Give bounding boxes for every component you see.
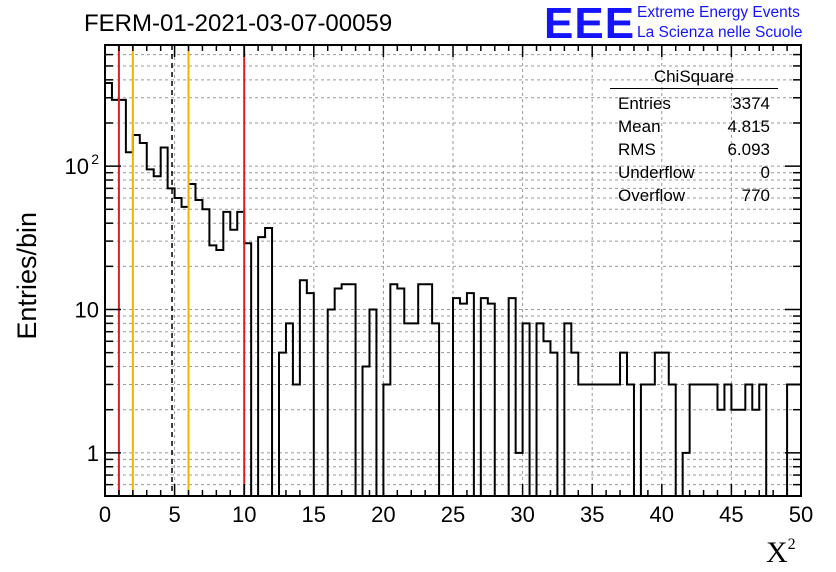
- logo-subtitle-1: Extreme Energy Events: [637, 4, 800, 21]
- x-tick-label: 15: [302, 502, 326, 527]
- stats-value: 4.815: [727, 117, 770, 136]
- x-tick-label: 30: [510, 502, 534, 527]
- y-tick-label: 1: [87, 441, 99, 466]
- x-axis-label-sup: 2: [787, 536, 796, 553]
- stats-row: Overflow 770: [610, 184, 778, 207]
- x-tick-label: 45: [719, 502, 743, 527]
- x-tick-label: 40: [650, 502, 674, 527]
- logo-subtitle-2: La Scienza nelle Scuole: [637, 24, 803, 41]
- stats-value: 3374: [732, 94, 770, 113]
- stats-label: Overflow: [618, 186, 686, 205]
- x-tick-label: 10: [232, 502, 256, 527]
- y-axis-label-wrap: Entries/bin: [6, 40, 42, 340]
- stats-value: 0: [760, 163, 770, 182]
- x-tick-label: 25: [441, 502, 465, 527]
- y-tick-label-sup: 2: [91, 151, 99, 167]
- stats-row: RMS 6.093: [610, 138, 778, 161]
- y-tick-label: 10: [75, 297, 99, 322]
- stats-value: 770: [741, 186, 770, 205]
- y-axis-label: Entries/bin: [12, 212, 42, 340]
- run-title: FERM-01-2021-03-07-00059: [84, 10, 393, 37]
- stats-label: Entries: [618, 94, 671, 113]
- x-tick-label: 35: [580, 502, 604, 527]
- stats-label: Mean: [618, 117, 661, 136]
- stats-label: RMS: [618, 140, 656, 159]
- x-tick-label: 5: [168, 502, 180, 527]
- y-tick-label: 10: [65, 154, 89, 179]
- stats-row: Entries 3374: [610, 92, 778, 115]
- x-axis-label: X2: [766, 536, 796, 570]
- x-tick-label: 20: [371, 502, 395, 527]
- histogram-series: [104, 82, 802, 497]
- stats-value: 6.093: [727, 140, 770, 159]
- x-axis-label-base: X: [766, 536, 788, 569]
- stats-title: ChiSquare: [610, 67, 778, 89]
- stats-row: Underflow 0: [610, 161, 778, 184]
- stats-row: Mean 4.815: [610, 115, 778, 138]
- x-tick-label: 50: [789, 502, 813, 527]
- x-tick-label: 0: [99, 502, 111, 527]
- eee-logo: EEE: [544, 0, 636, 48]
- stats-box: ChiSquare Entries 3374 Mean 4.815 RMS 6.093…: [610, 67, 778, 207]
- stats-label: Underflow: [618, 163, 695, 182]
